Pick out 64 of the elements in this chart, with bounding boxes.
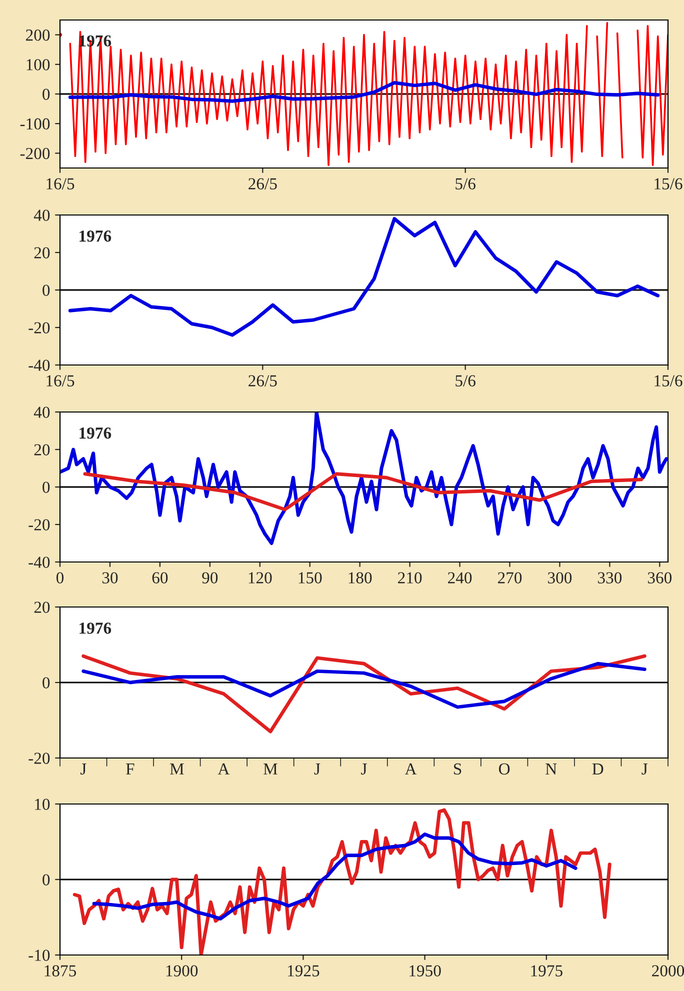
x-tick-label: 0 bbox=[56, 572, 64, 584]
y-tick-label: 40 bbox=[34, 406, 50, 418]
x-tick-label: 16/5 bbox=[46, 375, 74, 386]
x-tick-label: 30 bbox=[102, 572, 118, 584]
y-tick-label: 0 bbox=[42, 284, 50, 296]
x-tick-label: J bbox=[361, 764, 367, 775]
y-tick-label: 200 bbox=[26, 30, 50, 41]
x-tick-label: D bbox=[592, 764, 604, 774]
x-tick-label: 5/6 bbox=[456, 178, 476, 190]
x-tick-label: 2000 bbox=[652, 965, 684, 976]
y-tick-label: 40 bbox=[34, 210, 50, 221]
y-tick-label: 10 bbox=[35, 798, 50, 810]
x-tick-label: M bbox=[170, 764, 184, 774]
x-tick-label: A bbox=[218, 763, 230, 774]
annotation: 1976 bbox=[80, 230, 112, 242]
y-tick-label: 20 bbox=[34, 602, 50, 613]
x-tick-label: N bbox=[546, 764, 557, 774]
x-tick-label: 120 bbox=[248, 572, 272, 584]
y-tick-label: -40 bbox=[28, 360, 50, 371]
y-tick-label: -20 bbox=[28, 752, 50, 764]
x-tick-label: 26/5 bbox=[248, 178, 277, 190]
y-tick-label: 20 bbox=[34, 444, 50, 456]
x-tick-label: 15/6 bbox=[654, 375, 682, 386]
y-tick-label: 0 bbox=[42, 482, 50, 493]
x-tick-label: 1925 bbox=[288, 965, 320, 976]
x-tick-label: F bbox=[126, 764, 134, 774]
x-tick-label: J bbox=[642, 764, 648, 775]
x-tick-label: 360 bbox=[648, 572, 672, 584]
x-tick-label: 210 bbox=[398, 572, 422, 584]
y-tick-label: 0 bbox=[42, 88, 50, 100]
x-tick-label: 240 bbox=[448, 572, 472, 584]
x-tick-label: 16/5 bbox=[46, 178, 74, 190]
x-tick-label: 1975 bbox=[531, 965, 562, 976]
x-tick-label: J bbox=[314, 764, 320, 775]
x-tick-label: M bbox=[264, 764, 278, 774]
x-tick-label: 150 bbox=[298, 572, 322, 584]
x-tick-label: S bbox=[454, 763, 462, 775]
x-tick-label: 1950 bbox=[410, 965, 441, 976]
x-tick-label: 180 bbox=[348, 572, 372, 584]
y-tick-label: 100 bbox=[26, 59, 50, 70]
y-tick-label: -20 bbox=[28, 322, 50, 334]
x-tick-label: 1900 bbox=[166, 965, 198, 976]
y-tick-label: -200 bbox=[20, 148, 50, 160]
x-tick-label: 90 bbox=[202, 572, 218, 584]
y-tick-label: 20 bbox=[34, 247, 50, 258]
annotation: 1976 bbox=[80, 622, 112, 634]
x-tick-label: 270 bbox=[498, 572, 522, 584]
y-tick-label: 0 bbox=[42, 677, 50, 688]
x-tick-label: J bbox=[80, 764, 86, 775]
x-tick-label: 1875 bbox=[44, 965, 76, 976]
x-tick-label: 15/6 bbox=[654, 178, 682, 190]
x-tick-label: A bbox=[404, 763, 417, 774]
y-tick-label: -20 bbox=[28, 519, 50, 530]
x-tick-label: 300 bbox=[548, 572, 572, 584]
y-tick-label: -40 bbox=[28, 556, 50, 568]
x-tick-label: O bbox=[498, 763, 510, 775]
x-tick-label: 60 bbox=[152, 572, 168, 584]
y-tick-label: -100 bbox=[20, 118, 50, 130]
x-tick-label: 330 bbox=[598, 572, 622, 584]
y-tick-label: -10 bbox=[28, 950, 50, 961]
x-tick-label: 26/5 bbox=[248, 375, 277, 386]
y-tick-label: 0 bbox=[42, 874, 50, 886]
x-tick-label: 5/6 bbox=[456, 375, 476, 386]
annotation: 1976 bbox=[80, 428, 112, 439]
